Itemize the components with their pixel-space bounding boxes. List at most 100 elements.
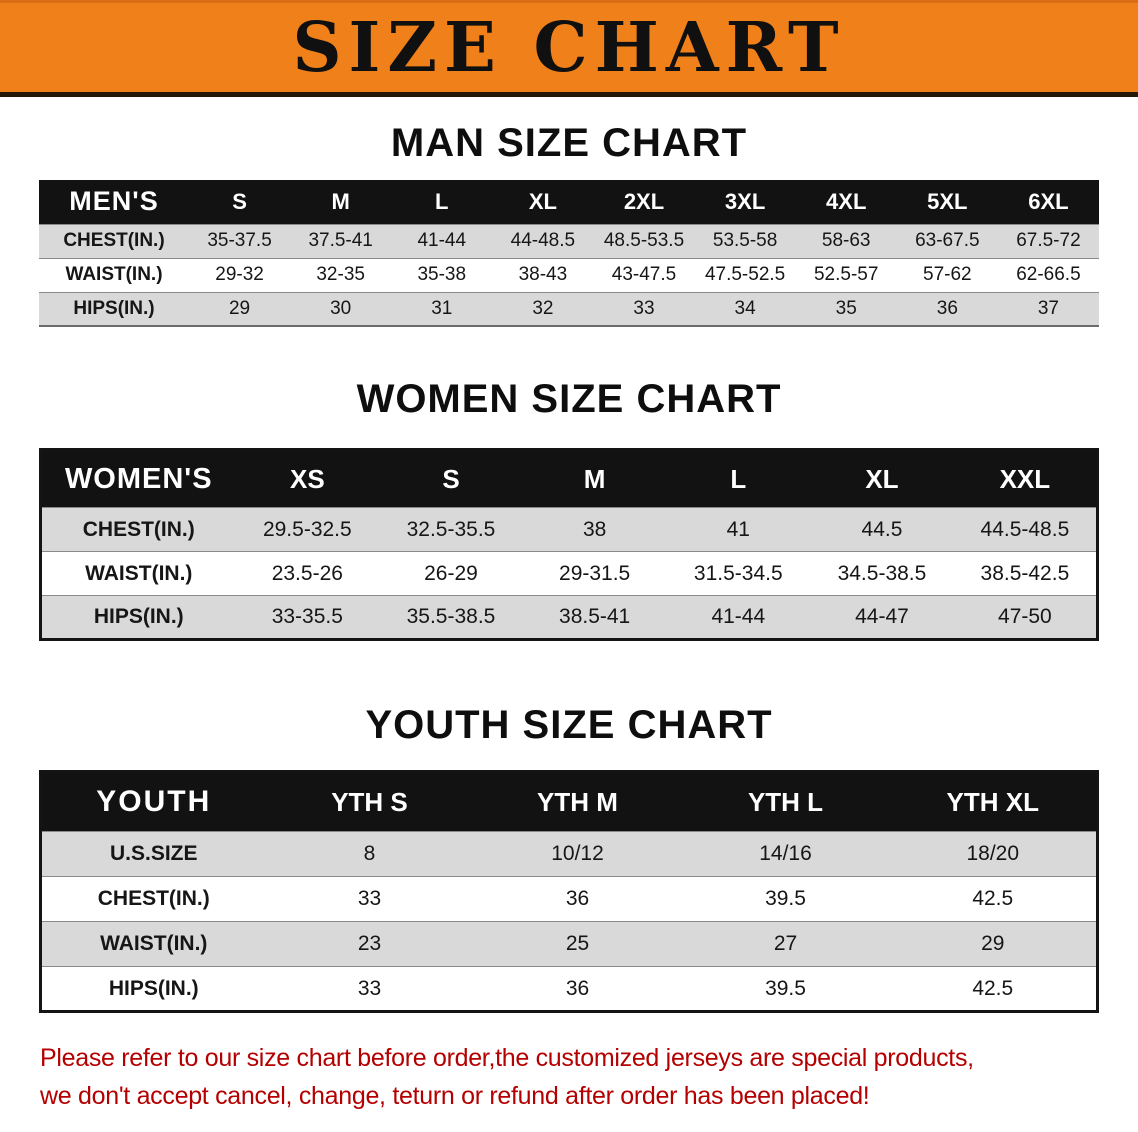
size-value: 33 bbox=[357, 887, 382, 910]
size-value: 63-67.5 bbox=[915, 230, 980, 251]
size-value: 42.5 bbox=[972, 976, 1014, 1000]
page-title: SIZE CHART bbox=[292, 7, 846, 88]
header-row: MEN'S S M L XL 2XL 3XL 4XL 5XL 6XL bbox=[39, 180, 1099, 224]
size-column-header: XL bbox=[492, 180, 594, 224]
size-value: 35.5-38.5 bbox=[406, 605, 496, 628]
size-value: 36 bbox=[936, 297, 958, 319]
men-section-heading: MAN SIZE CHART bbox=[390, 121, 748, 165]
size-value: 44.5-48.5 bbox=[980, 517, 1070, 541]
size-value: 34.5-38.5 bbox=[837, 561, 927, 585]
size-value: 44.5 bbox=[861, 517, 903, 541]
youth-table-body: U.S.SIZE 8 10/12 14/16 18/20 CHEST(IN.) 33 36 39… bbox=[40, 831, 1098, 1012]
size-column-header: YTH M bbox=[473, 771, 682, 832]
size-value: 31.5-34.5 bbox=[693, 561, 783, 585]
row-label: CHEST(IN.) bbox=[97, 887, 210, 910]
size-value: 29-32 bbox=[215, 264, 264, 285]
row-label: HIPS(IN.) bbox=[93, 605, 184, 628]
table-row: WAIST(IN.) 23.5-26 26-29 29-31.5 31.5-34.5 34… bbox=[40, 551, 1098, 596]
youth-size-table: YOUTH YTH S YTH M YTH L YTH XL U.S.SIZE 8 10/1… bbox=[39, 770, 1099, 1013]
size-value: 42.5 bbox=[972, 887, 1014, 910]
size-value: 29 bbox=[228, 297, 251, 319]
size-column-header: M bbox=[522, 449, 667, 508]
size-value: 18/20 bbox=[966, 842, 1020, 865]
size-column-header: 3XL bbox=[694, 180, 796, 224]
size-value: 8 bbox=[363, 842, 376, 865]
table-row: HIPS(IN.) 29 30 31 32 33 34 35 36 37 bbox=[39, 292, 1099, 326]
size-value: 29.5-32.5 bbox=[262, 517, 352, 541]
size-column-header: XL bbox=[810, 449, 954, 508]
women-section-heading: WOMEN SIZE CHART bbox=[356, 377, 782, 421]
size-value: 26-29 bbox=[424, 561, 478, 585]
youth-table-header: YOUTH YTH S YTH M YTH L YTH XL bbox=[40, 771, 1098, 832]
size-value: 10/12 bbox=[551, 842, 604, 865]
youth-section-heading: YOUTH SIZE CHART bbox=[365, 703, 773, 747]
row-label: HIPS(IN.) bbox=[108, 976, 199, 1000]
table-row: CHEST(IN.) 35-37.5 37.5-41 41-44 44-48.5 48.5… bbox=[39, 224, 1099, 258]
size-value: 32 bbox=[532, 297, 554, 319]
size-value: 33 bbox=[633, 297, 655, 319]
size-value: 47-50 bbox=[998, 605, 1052, 628]
women-table-header: WOMEN'S XS S M L XL XXL bbox=[40, 449, 1098, 508]
size-column-header: 2XL bbox=[593, 180, 695, 224]
size-value: 41 bbox=[726, 517, 750, 541]
size-value: 36 bbox=[565, 887, 590, 910]
size-value: 33 bbox=[357, 976, 382, 1000]
women-size-table: WOMEN'S XS S M L XL XXL CHEST(IN.) 29.5-32.5 32.… bbox=[39, 448, 1099, 641]
size-value: 44-48.5 bbox=[510, 230, 576, 251]
size-column-header: L bbox=[666, 449, 811, 508]
table-row: HIPS(IN.) 33-35.5 35.5-38.5 38.5-41 41-44 44-… bbox=[40, 595, 1098, 640]
header-row: YOUTH YTH S YTH M YTH L YTH XL bbox=[40, 771, 1098, 832]
size-value: 67.5-72 bbox=[1016, 230, 1081, 251]
row-label: U.S.SIZE bbox=[109, 842, 198, 865]
size-value: 39.5 bbox=[765, 976, 806, 1000]
men-size-table: MEN'S S M L XL 2XL 3XL 4XL 5XL 6XL CHEST(IN.) 35-3… bbox=[39, 180, 1099, 327]
size-value: 38 bbox=[582, 517, 607, 541]
size-column-header: L bbox=[391, 180, 493, 224]
size-value: 47.5-52.5 bbox=[704, 264, 786, 285]
table-row: WAIST(IN.) 23 25 27 29 bbox=[40, 921, 1098, 967]
size-value: 43-47.5 bbox=[611, 264, 677, 285]
size-value: 39.5 bbox=[765, 887, 806, 910]
size-column-header: YTH S bbox=[265, 771, 474, 832]
row-label: WAIST(IN.) bbox=[65, 264, 163, 285]
size-value: 29-31.5 bbox=[559, 561, 631, 585]
size-column-header: M bbox=[290, 180, 392, 224]
size-value: 35-38 bbox=[417, 264, 467, 285]
size-value: 32.5-35.5 bbox=[406, 517, 496, 541]
size-value: 14/16 bbox=[759, 842, 812, 865]
size-value: 32-35 bbox=[316, 264, 365, 285]
size-column-header: S bbox=[379, 449, 523, 508]
size-column-header: YTH L bbox=[681, 771, 890, 832]
row-label: WAIST(IN.) bbox=[85, 561, 193, 585]
table-row: CHEST(IN.) 33 36 39.5 42.5 bbox=[40, 876, 1098, 922]
women-size-section: WOMEN SIZE CHART WOMEN'S XS S M L XL XXL CHEST… bbox=[0, 377, 1138, 641]
size-value: 38.5-41 bbox=[559, 605, 631, 628]
size-column-header: YTH XL bbox=[889, 771, 1098, 832]
size-column-header: XS bbox=[235, 449, 380, 508]
size-value: 44-47 bbox=[855, 605, 909, 628]
row-label: CHEST(IN.) bbox=[63, 230, 165, 251]
size-value: 31 bbox=[431, 297, 453, 319]
table-row: CHEST(IN.) 29.5-32.5 32.5-35.5 38 41 44.5 44.5… bbox=[40, 507, 1098, 552]
row-label: HIPS(IN.) bbox=[73, 297, 155, 319]
header-row: WOMEN'S XS S M L XL XXL bbox=[40, 449, 1098, 508]
size-column-header: 6XL bbox=[997, 180, 1099, 224]
youth-size-section: YOUTH SIZE CHART YOUTH YTH S YTH M YTH L YTH… bbox=[0, 703, 1138, 1013]
size-value: 36 bbox=[565, 976, 590, 1000]
banner: SIZE CHART bbox=[0, 0, 1138, 97]
women-table-body: CHEST(IN.) 29.5-32.5 32.5-35.5 38 41 44.5 44.5… bbox=[40, 507, 1098, 640]
size-value: 30 bbox=[330, 297, 352, 319]
notice-line-1: Please refer to our size chart before or… bbox=[40, 1044, 974, 1072]
size-value: 35 bbox=[835, 297, 857, 319]
size-value: 62-66.5 bbox=[1016, 264, 1081, 285]
size-value: 27 bbox=[773, 932, 798, 955]
size-value: 58-63 bbox=[821, 230, 871, 251]
table-title-cell: YOUTH bbox=[40, 771, 266, 832]
table-row: U.S.SIZE 8 10/12 14/16 18/20 bbox=[40, 831, 1098, 877]
notice-line-2: we don't accept cancel, change, teturn o… bbox=[40, 1082, 870, 1110]
row-label: CHEST(IN.) bbox=[82, 517, 195, 541]
size-value: 33-35.5 bbox=[271, 605, 343, 628]
size-value: 23 bbox=[357, 932, 382, 955]
size-column-header: 4XL bbox=[795, 180, 897, 224]
